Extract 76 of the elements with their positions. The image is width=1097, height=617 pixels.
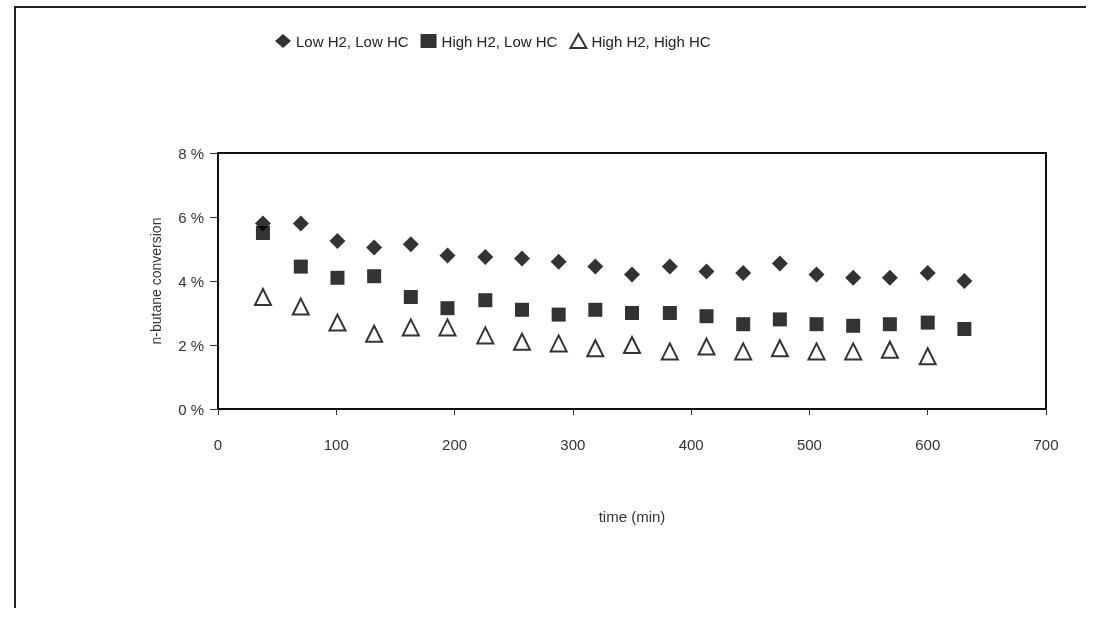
x-tick-label: 0 — [213, 436, 223, 453]
y-tick-label: 2 % — [178, 336, 204, 354]
point — [587, 258, 604, 275]
y-tick-label: 8 % — [178, 144, 204, 162]
point — [920, 315, 935, 330]
point — [918, 347, 937, 366]
y-tick-label: 0 % — [178, 400, 204, 418]
x-tick-label: 400 — [678, 436, 704, 453]
x-tick-label: 600 — [915, 436, 941, 453]
x-tick-label: 700 — [1033, 436, 1059, 453]
point — [736, 317, 751, 332]
y-tick-label: 4 % — [178, 272, 204, 290]
point — [402, 236, 419, 253]
point — [772, 312, 787, 327]
point — [586, 339, 605, 358]
point — [623, 336, 641, 354]
point — [697, 337, 716, 356]
point — [771, 255, 788, 272]
point — [957, 322, 972, 336]
point — [846, 318, 861, 333]
point — [809, 317, 824, 332]
point — [845, 269, 862, 286]
point — [255, 226, 270, 240]
point — [699, 309, 714, 324]
point — [476, 326, 495, 345]
legend-label: High H2, High HC — [591, 32, 711, 50]
point — [329, 233, 346, 249]
x-tick-label: 500 — [796, 436, 822, 453]
point — [844, 342, 863, 361]
point — [513, 250, 530, 267]
point — [551, 307, 566, 322]
point — [735, 265, 752, 281]
point — [882, 317, 897, 332]
y-tick-label: 6 % — [178, 208, 204, 226]
point — [367, 269, 382, 284]
point — [662, 306, 677, 320]
point — [330, 270, 345, 285]
point — [881, 269, 898, 286]
point — [734, 342, 753, 361]
point — [366, 239, 383, 256]
point — [698, 263, 715, 280]
point — [661, 258, 678, 275]
point — [625, 306, 639, 320]
point — [808, 266, 825, 283]
y-axis-title: n-butane conversion — [148, 217, 164, 345]
point — [880, 340, 899, 359]
point — [293, 259, 308, 274]
point — [365, 324, 384, 343]
point — [660, 342, 679, 361]
point — [253, 288, 272, 306]
point — [291, 297, 310, 316]
point — [549, 334, 568, 353]
point — [588, 302, 603, 317]
point — [477, 249, 494, 265]
point — [550, 253, 567, 270]
point — [328, 313, 347, 332]
point — [292, 215, 309, 232]
x-axis-title: time (min) — [598, 508, 666, 525]
legend-label: High H2, Low HC — [441, 32, 558, 50]
legend-label: Low H2, Low HC — [296, 32, 409, 50]
point — [807, 342, 826, 361]
x-tick-label: 300 — [560, 436, 586, 453]
point — [440, 301, 455, 316]
point — [770, 339, 789, 358]
x-tick-label: 100 — [323, 436, 349, 453]
point — [624, 266, 640, 283]
point — [956, 273, 973, 289]
x-tick-label: 200 — [442, 436, 468, 453]
point — [439, 247, 456, 264]
point — [401, 318, 420, 337]
point — [919, 265, 936, 281]
point — [438, 318, 457, 337]
point — [514, 302, 529, 317]
point — [512, 332, 531, 351]
point — [478, 293, 493, 308]
point — [403, 290, 418, 304]
